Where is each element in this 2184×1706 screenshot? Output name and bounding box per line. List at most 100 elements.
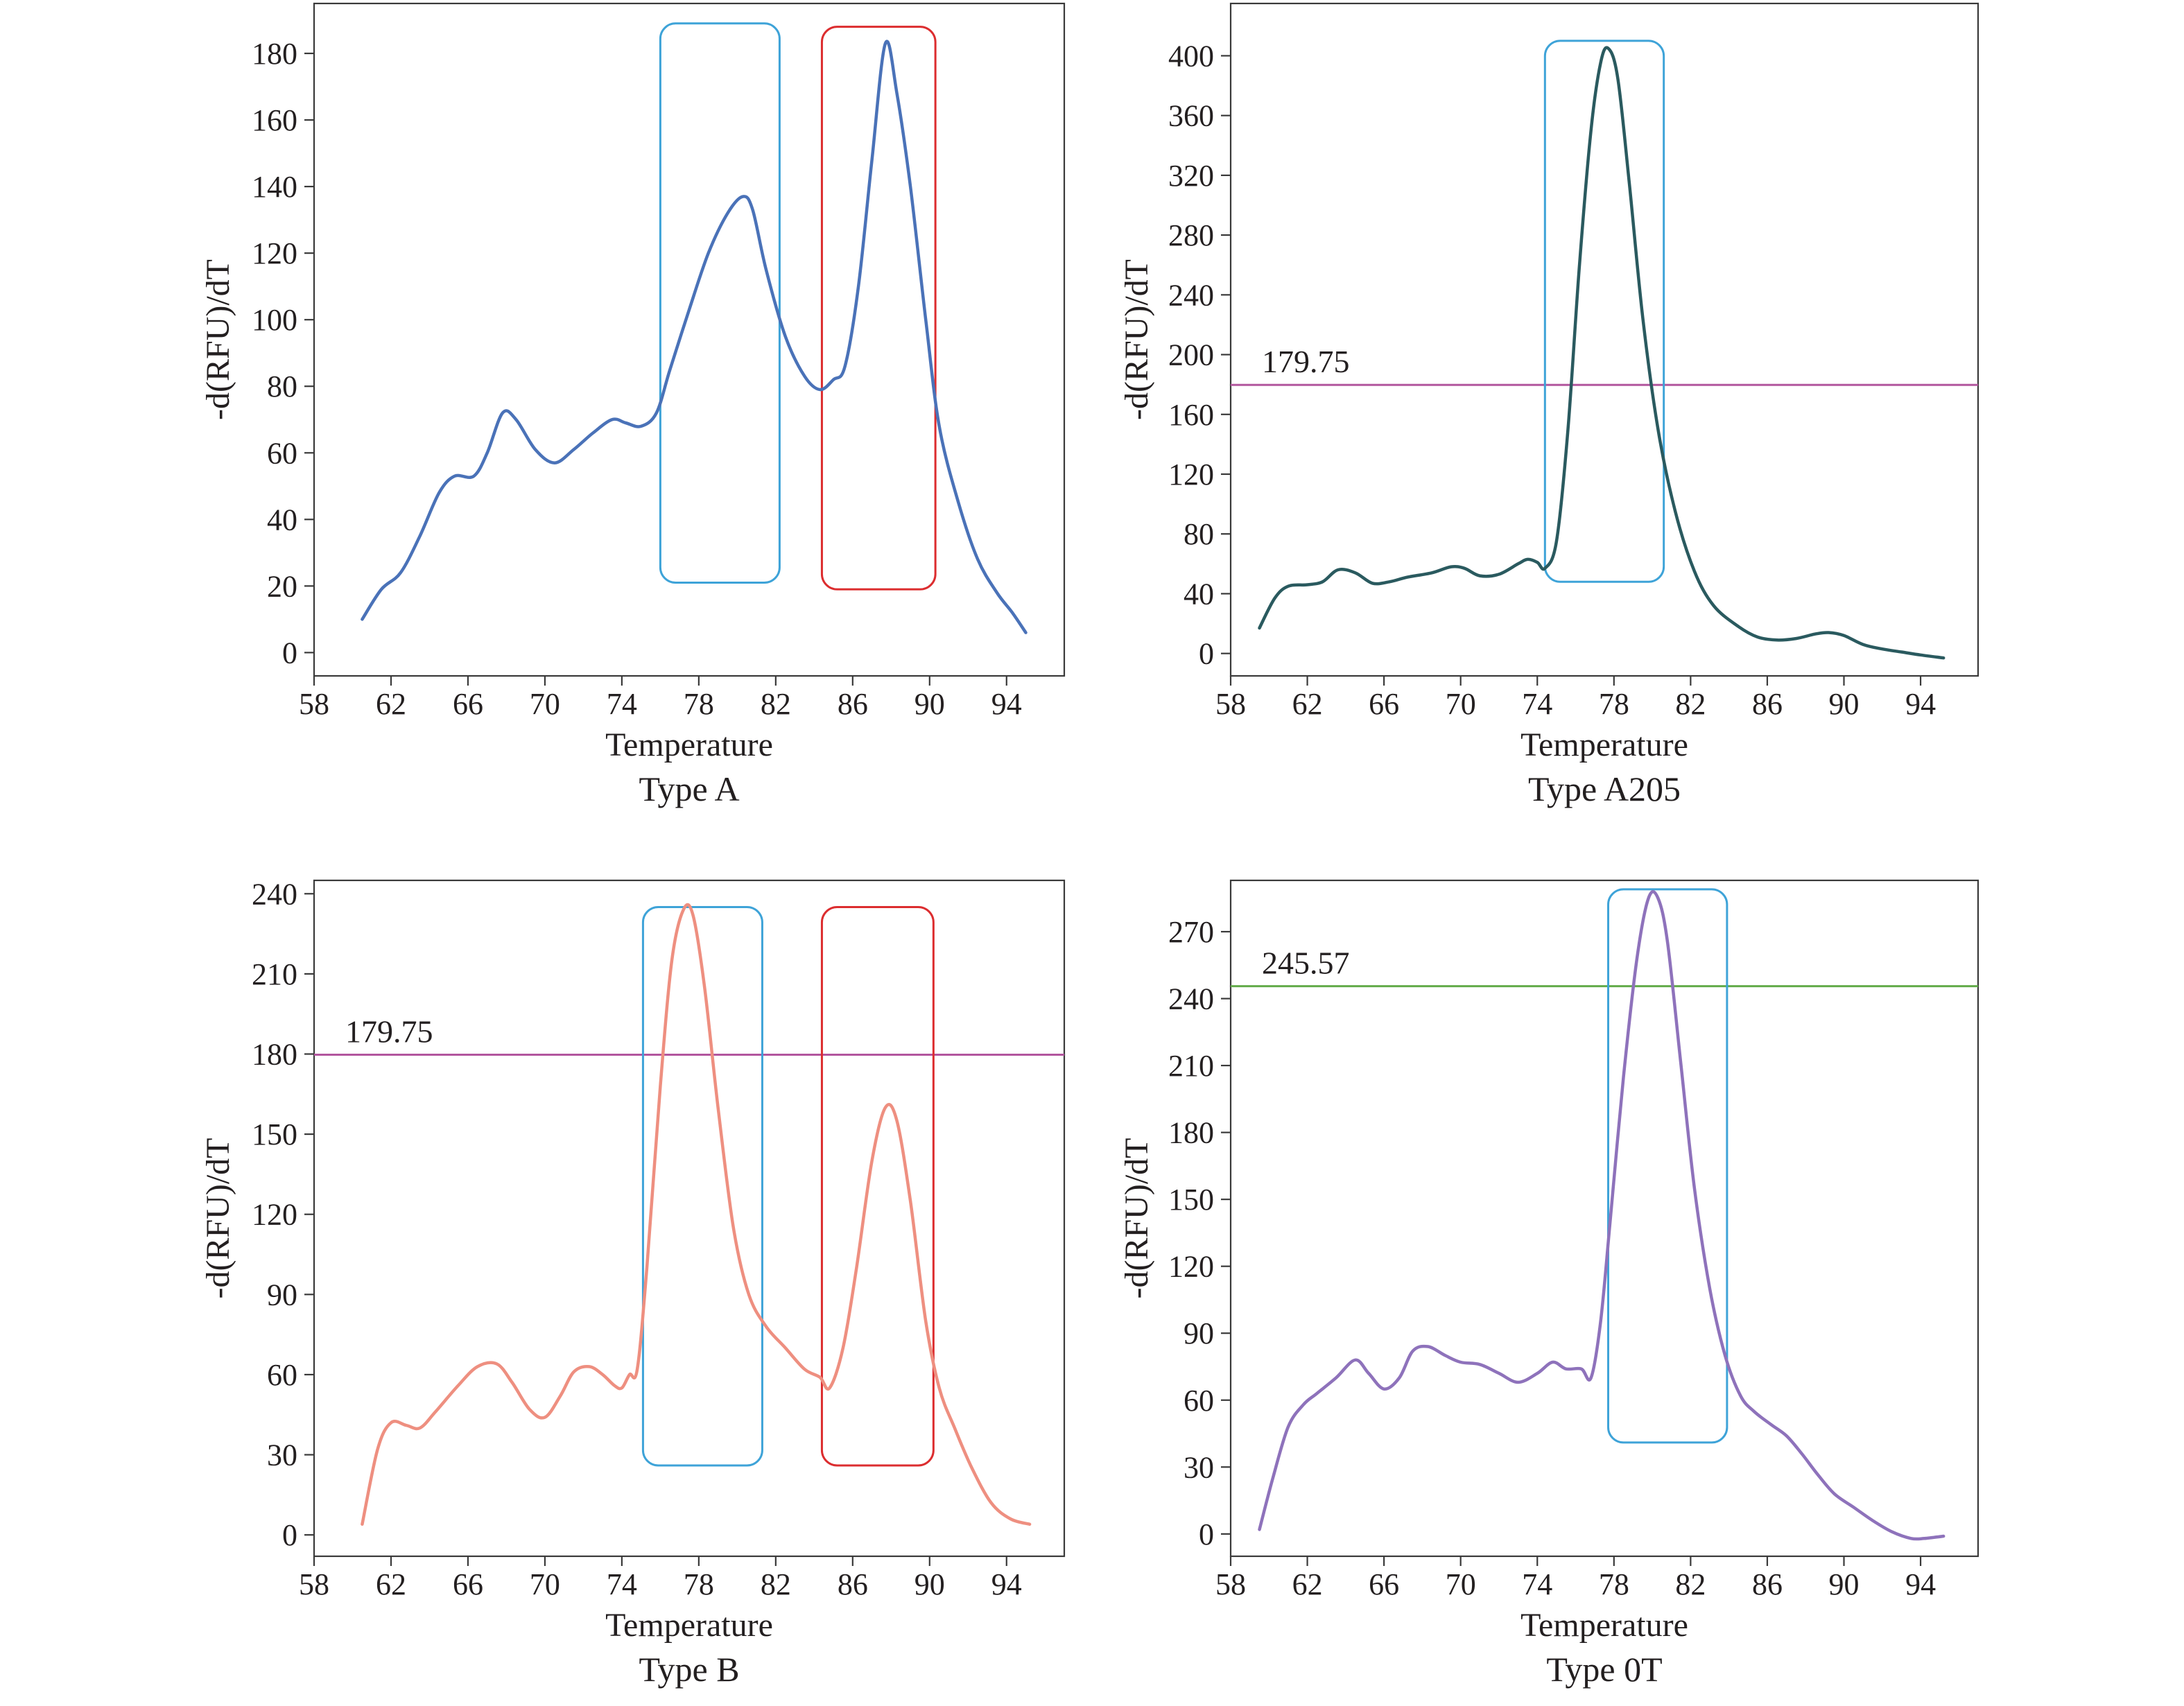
data-point	[591, 431, 594, 434]
data-point	[1388, 580, 1391, 583]
chart-panel-1: 58 62 66 70 74 78 82 86 90 94 0 20 40 60 80 100 120 140 16…	[200, 2, 1066, 808]
data-point	[1737, 625, 1740, 628]
data-point	[765, 1325, 768, 1328]
x-axis-title: Temperature	[1520, 726, 1688, 763]
data-point	[645, 1267, 648, 1269]
series-line	[361, 903, 1032, 1526]
data-point	[1942, 1535, 1945, 1538]
data-point	[1009, 1517, 1012, 1520]
data-point	[989, 1502, 992, 1504]
data-point	[1769, 1423, 1772, 1426]
y-tick-label: 120	[252, 236, 297, 270]
x-tick-label: 82	[1675, 687, 1706, 721]
x-tick-label: 90	[1829, 687, 1860, 721]
data-point	[1628, 181, 1631, 184]
x-tick-label: 74	[1522, 687, 1552, 721]
x-tick-label: 62	[376, 687, 406, 721]
data-point	[703, 986, 706, 989]
data-point	[924, 318, 927, 321]
data-point	[1776, 638, 1778, 641]
panel-caption: Type A205	[1528, 769, 1681, 808]
x-tick-label: 94	[991, 687, 1022, 721]
data-point	[895, 92, 898, 94]
plot-frame	[1229, 879, 1979, 1558]
data-point	[1302, 1403, 1305, 1406]
data-point	[953, 1427, 956, 1429]
y-axis-title: -d(RFU)/dT	[200, 1138, 236, 1299]
data-point	[1478, 574, 1481, 577]
red-highlight-box	[820, 906, 935, 1467]
data-point	[621, 1386, 623, 1389]
data-point	[1353, 1359, 1356, 1361]
data-point	[1306, 583, 1308, 586]
data-point	[457, 1384, 460, 1386]
data-point	[1708, 1287, 1711, 1290]
y-tick-label: 150	[252, 1117, 297, 1151]
y-tick-label: 80	[267, 369, 297, 403]
threshold-label: 179.75	[1262, 344, 1350, 379]
data-point	[1315, 1392, 1318, 1395]
y-tick-label: 160	[1168, 398, 1214, 432]
data-point	[1526, 558, 1529, 561]
data-point	[636, 1368, 639, 1370]
x-tick-label: 66	[1369, 687, 1399, 721]
y-tick-label: 150	[1168, 1183, 1214, 1217]
data-point	[924, 1320, 927, 1323]
data-point	[485, 451, 488, 454]
panel-caption: Type 0T	[1546, 1650, 1662, 1689]
data-point	[1827, 631, 1830, 634]
data-point	[611, 418, 614, 421]
data-point	[1498, 1372, 1500, 1375]
data-point	[628, 1373, 631, 1376]
data-point	[1832, 1492, 1835, 1495]
data-point	[747, 1293, 750, 1296]
data-point	[1353, 571, 1356, 574]
data-point	[1335, 1376, 1337, 1379]
blue-highlight-box	[1607, 888, 1728, 1444]
x-tick-label: 66	[453, 1567, 483, 1601]
y-tick-label: 140	[252, 170, 297, 204]
y-tick-label: 360	[1168, 99, 1214, 133]
blue-highlight-box	[1543, 40, 1665, 583]
data-point	[1287, 584, 1290, 587]
y-tick-label: 60	[267, 436, 297, 470]
data-point	[613, 1384, 616, 1386]
data-point	[1679, 1064, 1682, 1067]
data-point	[1427, 1345, 1430, 1348]
x-tick-label: 70	[530, 687, 560, 721]
data-point	[1724, 1354, 1726, 1357]
x-tick-label: 82	[761, 1567, 791, 1601]
y-tick-label: 400	[1168, 39, 1214, 73]
data-point	[1371, 582, 1373, 584]
x-tick-label: 86	[838, 687, 868, 721]
data-point	[784, 1346, 787, 1349]
data-point	[937, 425, 940, 428]
data-point	[1450, 565, 1453, 568]
y-tick-label: 120	[1168, 458, 1214, 491]
data-point	[976, 558, 979, 561]
data-point	[380, 588, 383, 591]
data-point	[1463, 567, 1466, 570]
data-point	[399, 571, 402, 574]
data-point	[668, 368, 671, 371]
x-tick-label: 58	[299, 687, 329, 721]
data-point	[655, 411, 658, 414]
x-tick-label: 58	[1215, 687, 1246, 721]
data-point	[1609, 1220, 1611, 1223]
x-tick-label: 78	[1599, 687, 1629, 721]
y-tick-label: 0	[1199, 637, 1214, 671]
data-point	[937, 1386, 940, 1389]
panel-caption: Type A	[639, 769, 739, 808]
y-tick-label: 40	[267, 503, 297, 537]
x-tick-label: 78	[1599, 1567, 1629, 1601]
data-point	[472, 475, 475, 478]
data-point	[1616, 77, 1619, 80]
data-point	[1337, 568, 1340, 571]
data-point	[1862, 643, 1864, 646]
chart-panel-2: 58 62 66 70 74 78 82 86 90 94 0 40 80 120 160 200 240 280…	[1118, 2, 1979, 808]
x-tick-label: 62	[1292, 1567, 1323, 1601]
data-point	[884, 42, 887, 44]
data-point	[1516, 1381, 1519, 1384]
data-point	[1367, 1372, 1370, 1375]
data-point	[1024, 631, 1027, 634]
